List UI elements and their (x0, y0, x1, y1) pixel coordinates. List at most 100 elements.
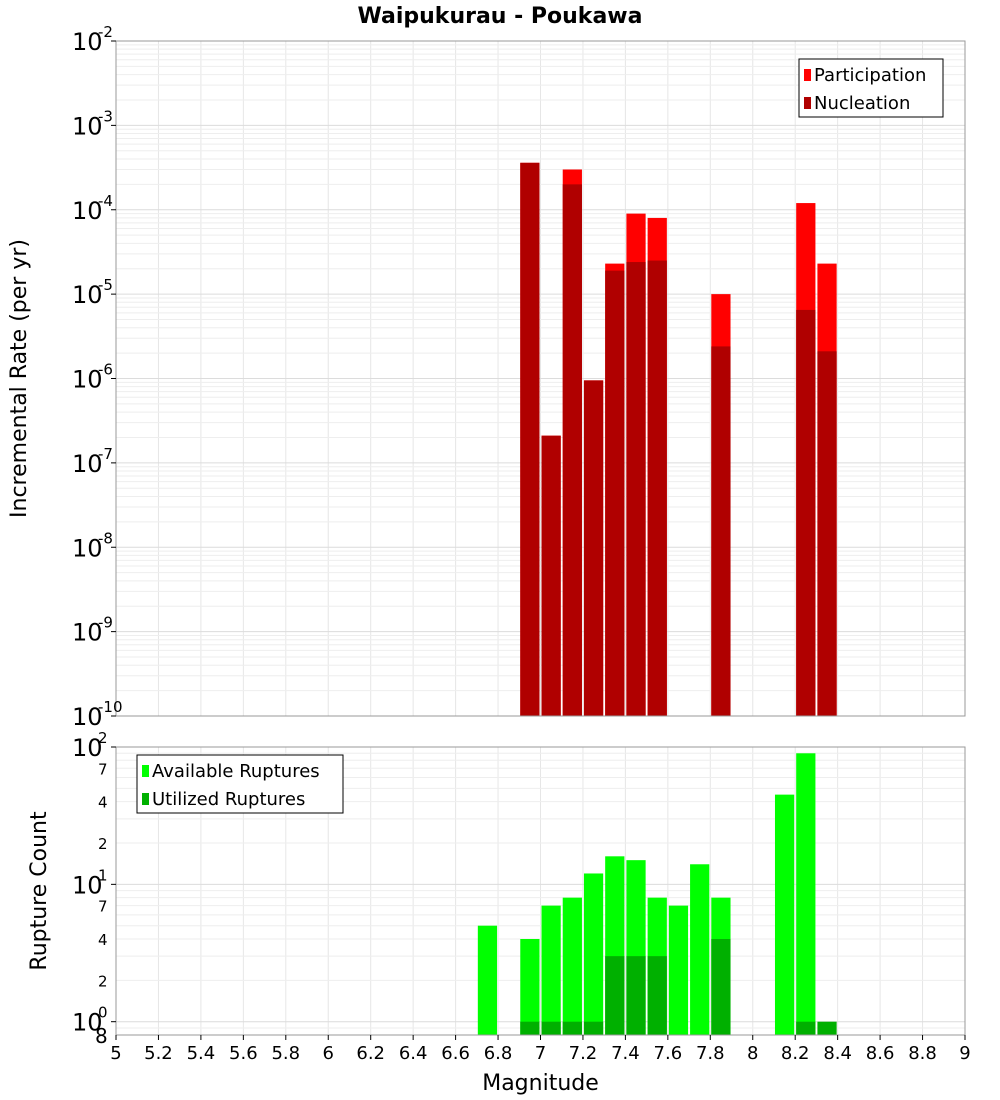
y-minor-tick-label: 2 (98, 972, 108, 990)
y-tick-exponent: -9 (98, 614, 113, 632)
y-tick-label: 10 (72, 197, 103, 225)
y-tick-exponent: -10 (98, 698, 123, 716)
y-tick-label: 10 (72, 450, 103, 478)
top-legend: Participation Nucleation (798, 58, 944, 118)
bar-nucleation (647, 260, 667, 716)
bar-available-ruptures (774, 794, 795, 1035)
bottom-legend-box (136, 754, 344, 814)
bar-available-ruptures (668, 905, 689, 1035)
y-tick-label: 10 (72, 619, 103, 647)
y-minor-tick-label: 2 (98, 835, 108, 853)
bar-utilized-ruptures (541, 1021, 561, 1035)
x-tick-label: 8.8 (908, 1043, 937, 1064)
x-tick-label: 8 (747, 1043, 758, 1064)
x-tick-label: 5.4 (187, 1043, 216, 1064)
y-tick-exponent: 1 (98, 866, 108, 884)
y-tick-exponent: 2 (98, 729, 108, 747)
y-tick-exponent: -7 (98, 445, 113, 463)
x-tick-label: 7.4 (611, 1043, 640, 1064)
legend-label-nucleation: Nucleation (814, 93, 910, 114)
y-tick-label: 10 (72, 366, 103, 394)
x-tick-label: 7.2 (569, 1043, 598, 1064)
x-tick-label: 8.2 (781, 1043, 810, 1064)
top-y-axis-label: Incremental Rate (per yr) (7, 239, 32, 518)
y-tick-label: 10 (72, 734, 103, 762)
x-tick-label: 6.6 (441, 1043, 470, 1064)
legend-swatch-participation (804, 69, 811, 81)
bar-available-ruptures (690, 864, 710, 1035)
bottom-bars (477, 753, 837, 1035)
x-tick-label: 9 (959, 1043, 970, 1064)
y-tick-exponent: -2 (98, 23, 113, 41)
bar-nucleation (605, 270, 625, 716)
bar-utilized-ruptures (626, 956, 646, 1035)
y-tick-exponent: 0 (98, 1004, 108, 1022)
bar-available-ruptures (583, 873, 604, 1035)
x-tick-label: 5.2 (144, 1043, 173, 1064)
bar-utilized-ruptures (520, 1021, 540, 1035)
top-legend-box (798, 58, 944, 118)
x-tick-label: 7 (535, 1043, 546, 1064)
y-tick-label: 10 (72, 703, 103, 731)
top-grid (115, 41, 966, 717)
x-tick-label: 6.8 (484, 1043, 513, 1064)
y-tick-exponent: -4 (98, 192, 113, 210)
bar-available-ruptures (477, 925, 498, 1035)
legend-swatch-nucleation (804, 97, 811, 109)
bar-utilized-ruptures (817, 1021, 837, 1035)
x-tick-label: 5.6 (229, 1043, 258, 1064)
bar-utilized-ruptures (796, 1021, 816, 1035)
y-tick-exponent: -6 (98, 361, 113, 379)
bar-utilized-ruptures (711, 939, 731, 1035)
x-tick-label: 6.2 (356, 1043, 385, 1064)
bar-available-ruptures (520, 939, 540, 1035)
top-bars (520, 162, 837, 717)
x-tick-label: 8.4 (823, 1043, 852, 1064)
y-tick-exponent: -3 (98, 107, 113, 125)
x-tick-label: 5 (110, 1043, 121, 1064)
bar-nucleation (626, 262, 646, 716)
y-minor-tick-label: 8 (95, 1024, 108, 1048)
y-minor-tick-label: 7 (98, 760, 108, 778)
bottom-legend: Available Ruptures Utilized Ruptures (136, 754, 344, 814)
chart-title: Waipukurau - Poukawa (357, 4, 643, 29)
bar-nucleation (817, 351, 837, 716)
bar-available-ruptures (562, 897, 582, 1035)
x-ticks: 5 5.2 5.4 5.6 5.8 6 6.2 6.4 6.6 6.8 7 7.2 7.4 7.6 7.8 8… (110, 1035, 971, 1064)
x-tick-label: 6 (323, 1043, 334, 1064)
y-minor-tick-label: 4 (98, 794, 108, 812)
y-tick-exponent: -8 (98, 529, 113, 547)
x-tick-label: 5.8 (271, 1043, 300, 1064)
y-tick-label: 10 (72, 28, 103, 56)
legend-swatch-available-ruptures (142, 765, 149, 777)
bar-nucleation (711, 346, 731, 716)
bar-nucleation (796, 309, 816, 716)
bar-available-ruptures (796, 753, 816, 1035)
y-tick-exponent: -5 (98, 276, 113, 294)
y-minor-tick-label: 4 (98, 931, 108, 949)
x-tick-label: 7.6 (654, 1043, 683, 1064)
x-tick-label: 8.6 (866, 1043, 895, 1064)
bar-nucleation (562, 184, 582, 717)
bar-nucleation (583, 380, 604, 716)
y-tick-label: 10 (72, 871, 103, 899)
y-tick-label: 10 (72, 281, 103, 309)
legend-label-utilized-ruptures: Utilized Ruptures (152, 789, 305, 810)
bar-utilized-ruptures (605, 956, 625, 1035)
y-minor-tick-label: 7 (98, 898, 108, 916)
bar-available-ruptures (541, 905, 561, 1035)
y-tick-label: 10 (72, 1009, 103, 1037)
x-tick-label: 7.8 (696, 1043, 725, 1064)
bar-utilized-ruptures (562, 1021, 582, 1035)
bar-nucleation (520, 162, 540, 716)
x-axis-label: Magnitude (482, 1071, 599, 1096)
legend-swatch-utilized-ruptures (142, 793, 149, 805)
bottom-grid (115, 747, 966, 1036)
bar-nucleation (541, 435, 561, 716)
bar-utilized-ruptures (583, 1021, 604, 1035)
legend-label-available-ruptures: Available Ruptures (152, 761, 320, 782)
y-tick-label: 10 (72, 112, 103, 140)
